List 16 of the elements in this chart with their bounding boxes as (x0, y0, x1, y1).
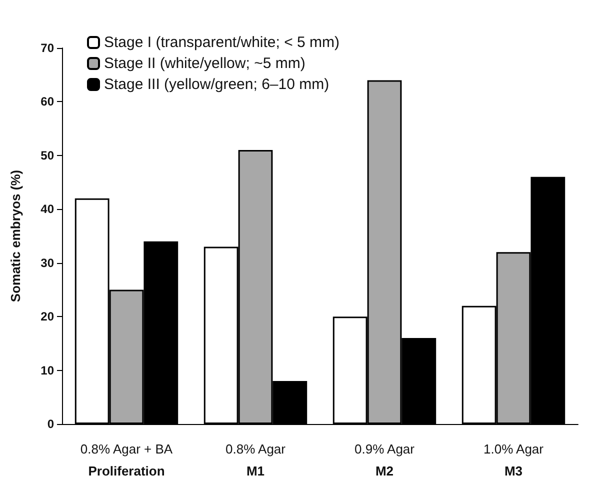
x-tick-label: 0.8% Agar + BA Proliferation (80, 442, 173, 478)
y-tick-label: 40 (40, 202, 54, 216)
y-tick-label: 50 (40, 148, 54, 162)
y-axis-title: Somatic embryos (%) (8, 170, 23, 302)
y-tick-label: 0 (47, 417, 54, 431)
y-tick-label: 10 (40, 363, 54, 378)
y-tick-label: 70 (40, 41, 54, 55)
y-tick-label: 20 (40, 310, 54, 324)
legend-label: Stage III (yellow/green; 6–10 mm) (104, 76, 330, 93)
y-tick-label: 60 (40, 94, 54, 109)
legend-label: Stage I (transparent/white; < 5 mm) (104, 34, 340, 51)
x-tick-label: 0.9% Agar M2 (354, 442, 416, 478)
y-tick-label: 30 (40, 256, 54, 270)
x-tick-label: 1.0% Agar M3 (484, 442, 544, 478)
legend-label: Stage II (white/yellow; ~5 mm) (104, 55, 306, 72)
x-tick-label: 0.8% Agar M1 (226, 442, 286, 478)
